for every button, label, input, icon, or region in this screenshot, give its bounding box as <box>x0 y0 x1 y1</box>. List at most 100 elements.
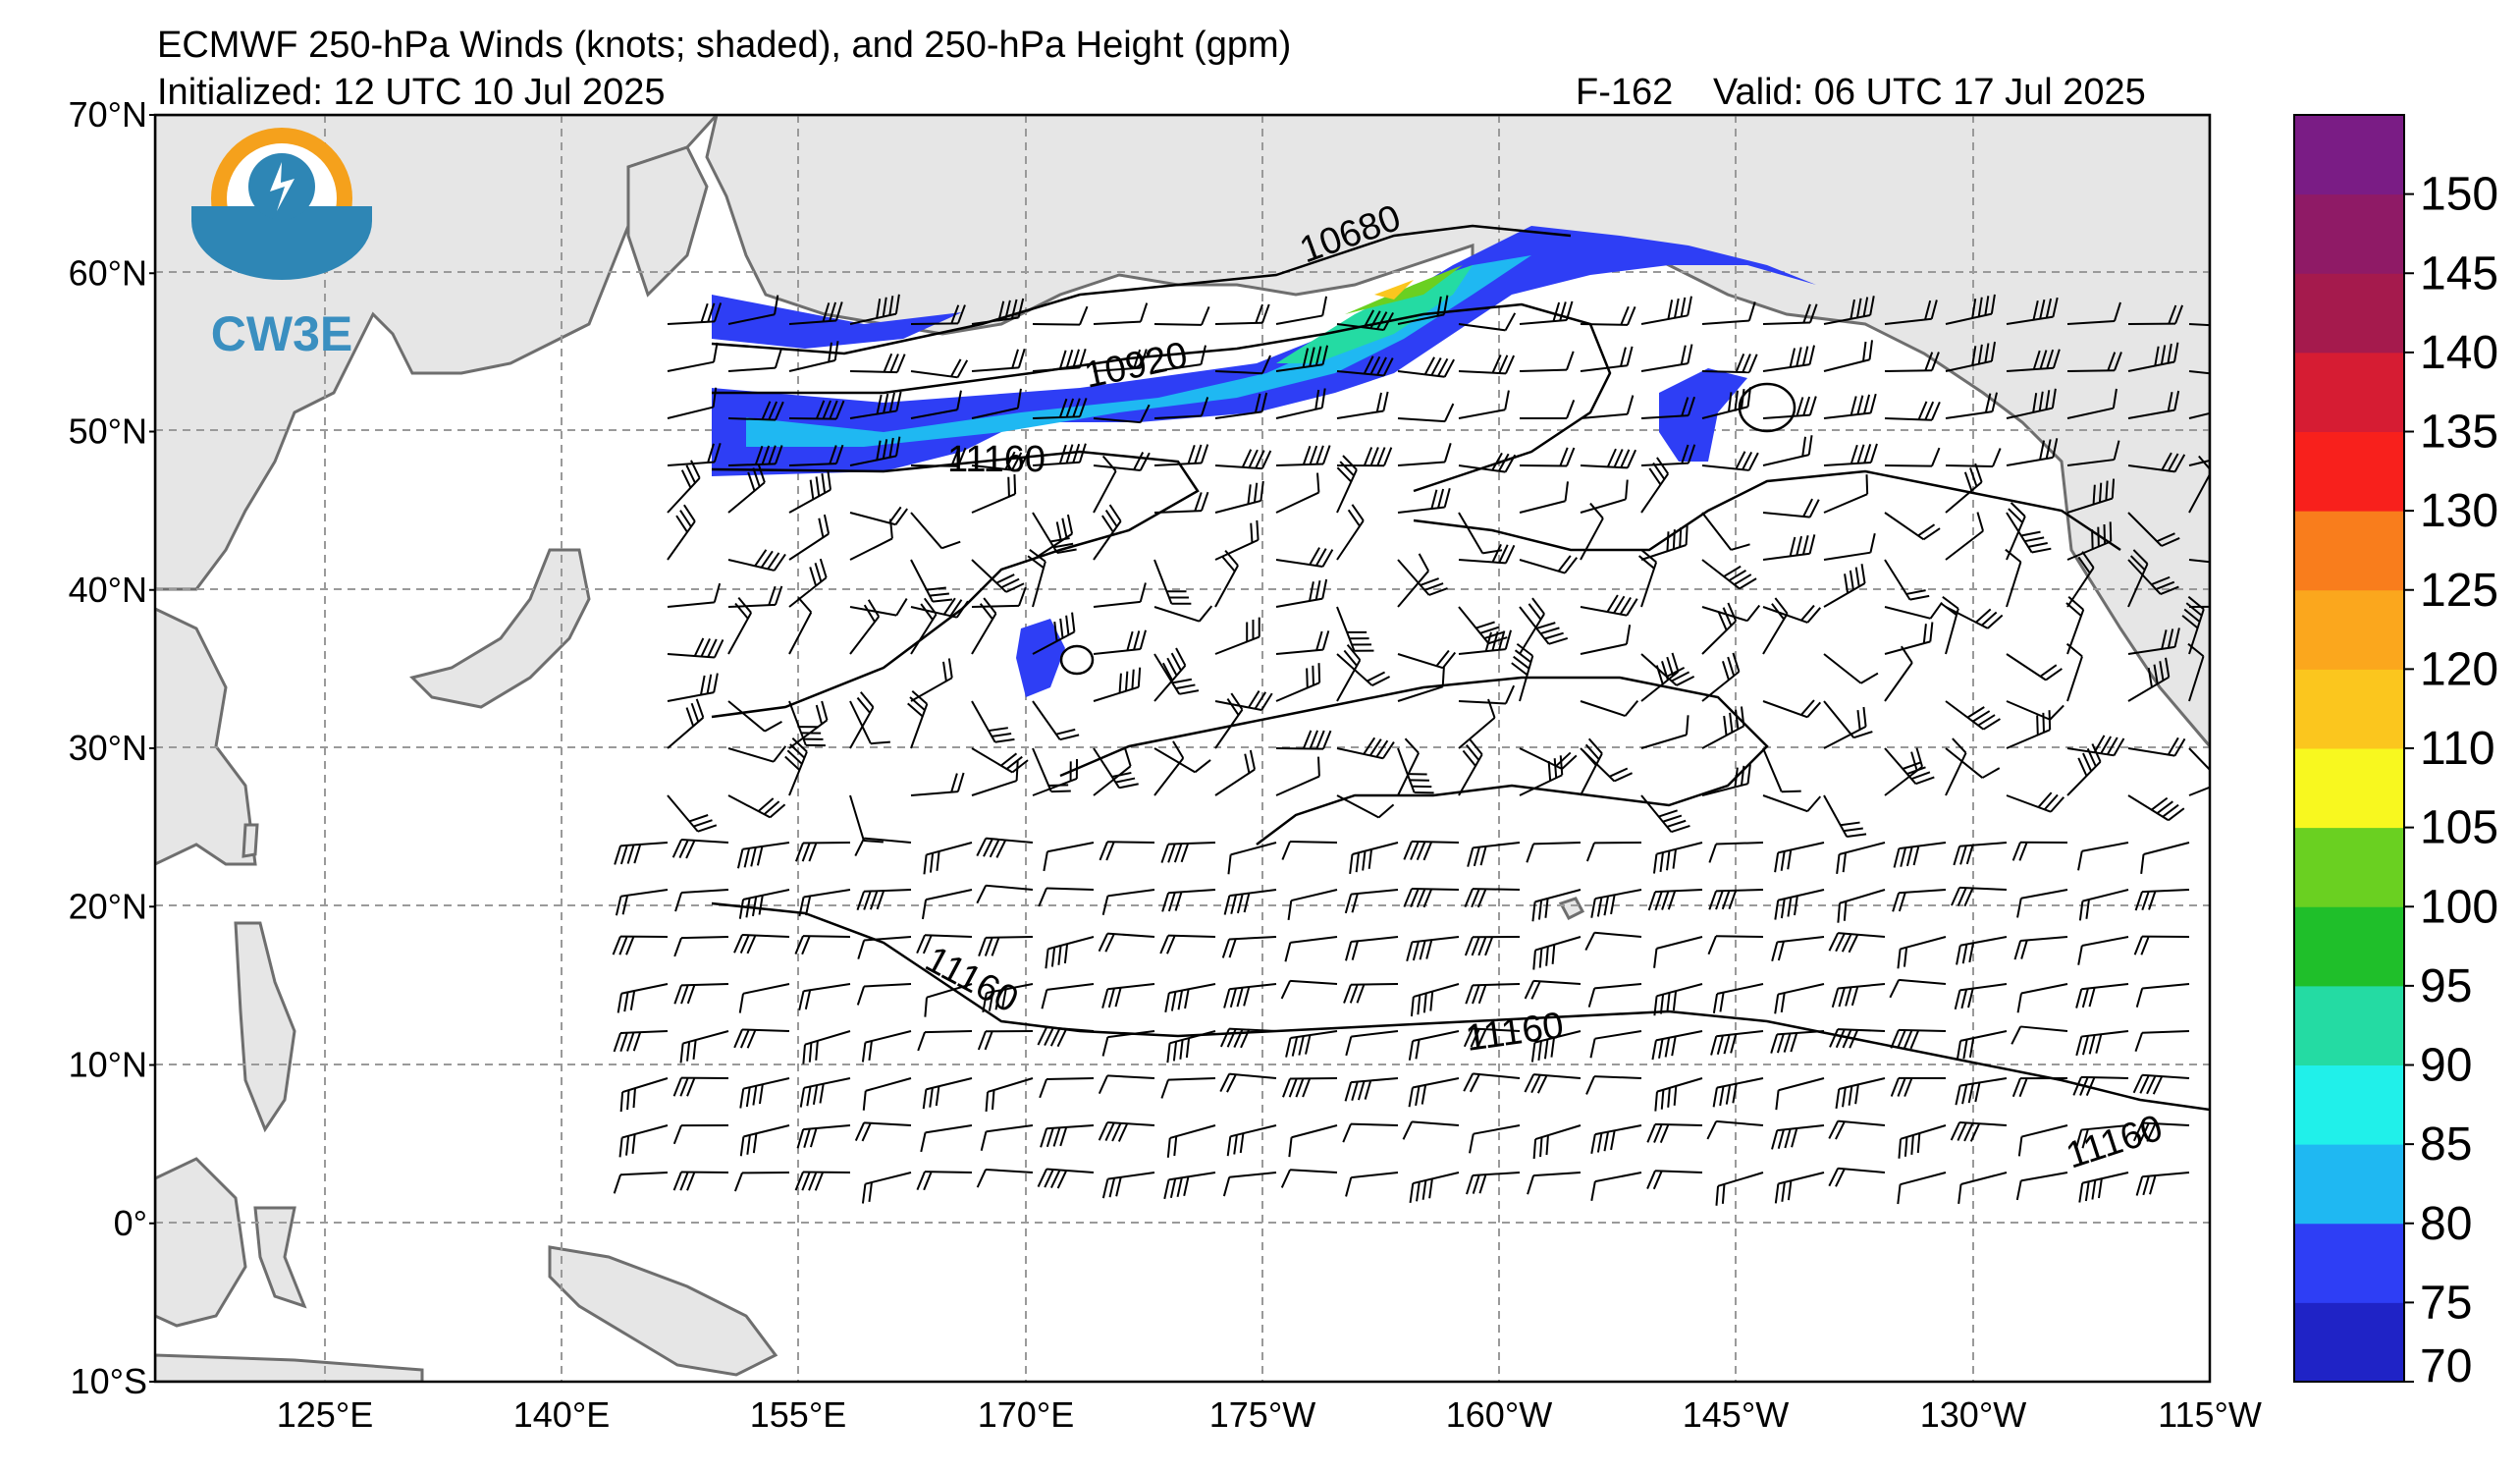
wind-barb <box>1762 303 1818 325</box>
wind-barb <box>849 436 901 466</box>
wind-barb <box>1458 738 1483 796</box>
wind-barb <box>1219 1072 1277 1093</box>
wind-barb <box>1511 642 1534 702</box>
wind-barb <box>1093 349 1148 372</box>
wind-barb <box>2006 710 2052 749</box>
wind-barb <box>1214 449 1272 470</box>
wind-barb <box>1166 1124 1216 1158</box>
longitude-axis: 125°E 140°E 155°E 170°E 175°W 160°W 145°W 130°W… <box>277 1394 2262 1435</box>
wind-barb <box>1762 345 1815 372</box>
wind-barb <box>727 549 786 572</box>
wind-barb <box>671 839 729 859</box>
wind-barb <box>1093 746 1132 796</box>
wind-barb <box>2013 936 2068 960</box>
wind-barb <box>798 983 851 1010</box>
wind-barb <box>1524 979 1582 1000</box>
colorbar-tick-label: 90 <box>2420 1040 2472 1092</box>
wind-barb <box>1336 736 1395 760</box>
wind-barb <box>1762 747 1801 793</box>
wind-barb <box>788 301 843 325</box>
wind-barb <box>1884 645 1913 702</box>
colorbar-tick-label: 145 <box>2420 247 2498 300</box>
wind-barb <box>1043 842 1095 872</box>
wind-barb <box>672 1124 729 1145</box>
wind-barb <box>2066 301 2121 325</box>
wind-barb <box>2132 1121 2190 1142</box>
wind-barb <box>1093 747 1139 790</box>
wind-barb <box>1463 1027 1521 1048</box>
wind-barb <box>1344 1077 1399 1102</box>
wind-barb <box>1153 397 1209 419</box>
wind-barb <box>1101 983 1155 1009</box>
wind-barb <box>916 934 973 955</box>
wind-barb <box>921 889 973 920</box>
wind-barb <box>1159 934 1216 955</box>
wind-barb <box>1153 444 1209 466</box>
wind-barb <box>2188 605 2210 608</box>
wind-barb <box>1701 387 1752 419</box>
colorbar-segment <box>2294 669 2404 749</box>
wind-barb <box>1464 936 1521 956</box>
wind-speed-shading <box>712 226 1816 697</box>
wind-barb <box>614 842 669 865</box>
wind-barb <box>673 983 729 1005</box>
wind-barb <box>2077 842 2129 871</box>
wind-barb <box>2188 370 2210 375</box>
wind-barb <box>971 586 1027 608</box>
wind-barb <box>2187 642 2205 702</box>
wind-barb <box>1214 355 1271 375</box>
wind-barb <box>1093 667 1142 702</box>
wind-barb <box>2127 304 2184 325</box>
wind-barb <box>727 596 753 655</box>
wind-barb <box>1214 749 1257 796</box>
wind-barb <box>727 585 783 608</box>
wind-barb <box>1707 935 1764 955</box>
wind-barb <box>1637 548 1658 608</box>
wind-barb <box>1708 889 1764 910</box>
wind-barb <box>1458 629 1513 655</box>
wind-barb <box>1153 306 1210 326</box>
lon-tick-label: 160°W <box>1446 1394 1552 1435</box>
wind-barb <box>1823 653 1879 684</box>
lon-tick-label: 130°W <box>1920 1394 2026 1435</box>
wind-barb <box>1221 936 1277 958</box>
wind-barb <box>1774 842 1825 873</box>
wind-barb <box>1775 1077 1825 1111</box>
wind-barb <box>1828 1119 1886 1140</box>
wind-barb <box>976 837 1034 858</box>
wind-barb <box>1336 391 1389 419</box>
colorbar-segment <box>2294 193 2404 274</box>
wind-barb <box>1040 1124 1095 1148</box>
wind-barb <box>1710 1030 1764 1056</box>
wind-barb <box>861 1172 912 1204</box>
wind-barb <box>1275 445 1331 466</box>
wind-barb <box>2127 452 2186 473</box>
lat-tick-label: 70°N <box>69 94 147 135</box>
wind-barb <box>1463 1072 1521 1093</box>
wind-barb <box>2127 342 2179 372</box>
wind-barb <box>1465 983 1521 1005</box>
wind-barb <box>910 559 953 603</box>
wind-barb <box>1397 295 1449 325</box>
wind-barb <box>1945 700 2001 731</box>
wind-barb <box>1712 1077 1764 1108</box>
lon-tick-label: 175°W <box>1209 1394 1315 1435</box>
wind-barb <box>1153 345 1206 372</box>
wind-barb <box>971 559 1025 593</box>
wind-barb <box>861 1030 912 1063</box>
wind-barb <box>1519 597 1545 655</box>
wind-barb <box>1409 1172 1460 1204</box>
wind-barb <box>667 698 705 749</box>
wind-barb <box>1526 842 1582 863</box>
wind-barb <box>667 673 719 702</box>
wind-barb <box>1646 1170 1703 1190</box>
wind-barb <box>672 1171 729 1191</box>
wind-barb <box>2078 889 2129 921</box>
wind-barb <box>1590 1124 1642 1154</box>
wind-barb <box>910 390 962 419</box>
wind-barb <box>2077 936 2129 965</box>
wind-barb <box>1342 1122 1399 1143</box>
wind-barb <box>674 889 729 912</box>
wind-barb <box>1823 474 1869 514</box>
wind-barb <box>1823 296 1875 325</box>
